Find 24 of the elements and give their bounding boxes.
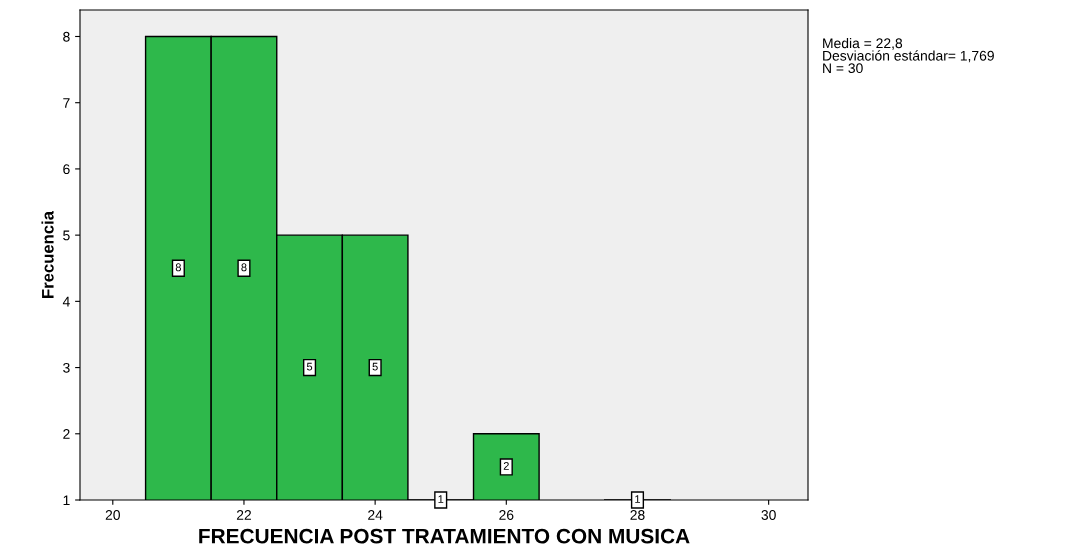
x-tick-label: 30 xyxy=(761,510,776,520)
data-label: 1 xyxy=(438,495,444,503)
data-label: 1 xyxy=(635,495,641,503)
y-tick-label: 4 xyxy=(62,296,70,307)
data-label: 8 xyxy=(175,263,181,272)
x-tick-label: 26 xyxy=(499,510,514,520)
data-label: 5 xyxy=(372,362,378,371)
y-tick-label: 6 xyxy=(63,164,70,175)
y-axis-title: Frecuencia xyxy=(41,210,54,298)
y-tick-label: 5 xyxy=(63,230,70,241)
y-tick-label: 7 xyxy=(63,98,70,108)
x-tick-label: 28 xyxy=(630,510,645,520)
y-tick-label: 3 xyxy=(63,362,70,373)
y-tick-label: 1 xyxy=(63,495,70,506)
x-axis-title: FRECUENCIA POST TRATAMIENTO CON MUSICA xyxy=(199,528,690,544)
data-label: 5 xyxy=(306,362,313,371)
y-tick-label: 8 xyxy=(63,31,70,42)
y-tick-label: 2 xyxy=(63,429,70,439)
x-tick-label: 24 xyxy=(368,510,383,520)
x-tick-label: 22 xyxy=(236,510,251,520)
text: Media = 22,8 Desviación estándar= 1,769 N = 30 xyxy=(823,38,994,74)
data-label: 2 xyxy=(503,462,509,470)
x-tick-label: 20 xyxy=(105,510,120,520)
data-label: 8 xyxy=(241,263,247,272)
